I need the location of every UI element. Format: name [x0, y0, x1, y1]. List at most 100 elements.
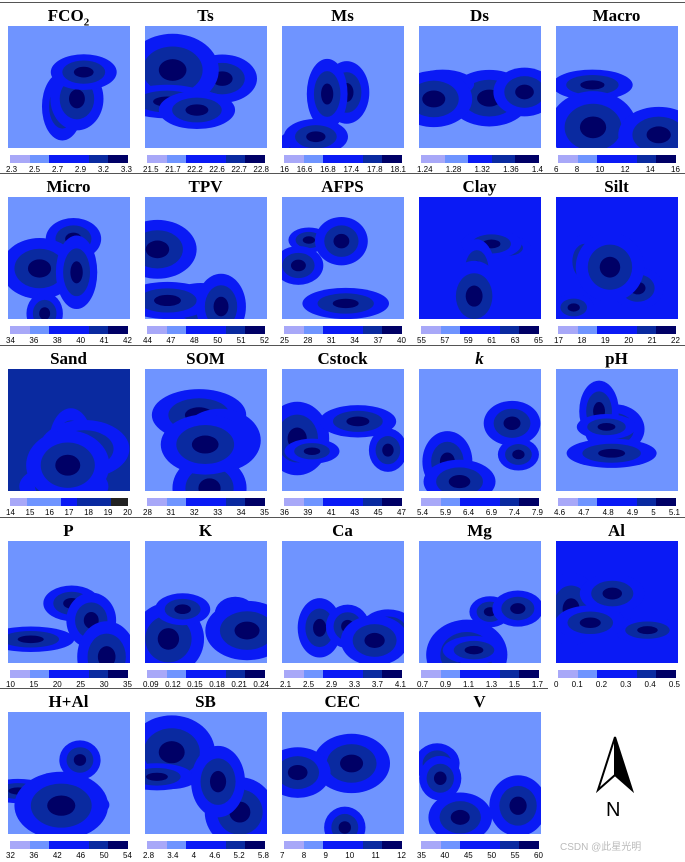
scale-tick-label: 3.3	[120, 165, 132, 174]
panel-title: P	[0, 521, 137, 541]
contour-zone	[599, 256, 621, 278]
scale-swatch	[343, 498, 363, 506]
scale-tick-label: 44	[143, 336, 152, 345]
scale-tick-label: 65	[534, 336, 543, 345]
scale-tick-label: 39	[303, 508, 313, 517]
scale-tick-label: 20	[123, 508, 132, 517]
scale-tick-label: 40	[397, 336, 406, 345]
scale-tick-label: 41	[99, 336, 109, 345]
contour-zone	[185, 104, 209, 116]
scale-tick-label: 35	[417, 851, 426, 860]
scale-labels: 2.8 3.4 4 4.6 5.2 5.8	[143, 851, 269, 860]
panel-title: Ts	[137, 6, 274, 26]
scale-tick-label: 5.4	[417, 508, 429, 517]
contour-zone	[70, 261, 83, 284]
scale-tick-label: 5.1	[668, 508, 680, 517]
scale-tick-label: 4.6	[554, 508, 566, 517]
panel-title: Macro	[548, 6, 685, 26]
scale-swatch	[245, 326, 266, 334]
scale-swatch	[43, 498, 61, 506]
scale-tick-label: 0.4	[644, 680, 656, 689]
title-text: TPV	[188, 177, 223, 196]
panel-title: Ms	[274, 6, 411, 26]
scale-swatch	[577, 326, 598, 334]
scale-labels: 36 39 41 43 45 47	[280, 508, 406, 517]
scale-tick-label: 40	[440, 851, 450, 860]
interpolated-map	[282, 369, 404, 491]
title-text: CEC	[324, 692, 361, 711]
panel-title: TPV	[137, 177, 274, 197]
scale-swatch	[499, 841, 520, 849]
scale-labels: 2.1 2.5 2.9 3.3 3.7 4.1	[280, 680, 406, 689]
map-panel: AFPS 25 28 31 34 37 40	[274, 175, 411, 347]
panel-title: Al	[548, 521, 685, 541]
scale-swatch	[636, 326, 657, 334]
scale-tick-label: 0.5	[668, 680, 680, 689]
contour-zone	[597, 423, 616, 431]
scale-swatch	[88, 326, 109, 334]
interpolated-map	[282, 712, 404, 834]
title-subscript: 2	[83, 16, 90, 29]
contour-zone	[321, 83, 334, 105]
scale-tick-label: 21	[647, 336, 657, 345]
contour-zone	[382, 443, 394, 457]
scale-swatch	[245, 155, 266, 163]
color-scale-bar	[421, 498, 540, 506]
contour-zone	[637, 626, 658, 635]
scale-tick-label: 18	[577, 336, 587, 345]
scale-tick-label: 16	[671, 165, 680, 174]
north-arrow-icon: N	[590, 735, 640, 825]
divider	[0, 345, 685, 346]
scale-swatch	[186, 841, 207, 849]
contour-zone	[68, 89, 85, 109]
contour-zone	[39, 307, 51, 319]
contour-zone	[464, 645, 484, 655]
color-scale-bar	[10, 498, 129, 506]
color-scale-bar	[10, 155, 129, 163]
scale-swatch	[468, 155, 492, 163]
scale-labels: 10 15 20 25 30 35	[6, 680, 132, 689]
scale-swatch	[29, 670, 50, 678]
contour-zone	[602, 587, 623, 600]
scale-labels: 0.09 0.12 0.15 0.18 0.21 0.24	[143, 680, 269, 689]
scale-swatch	[460, 841, 481, 849]
title-text: Micro	[46, 177, 91, 196]
scale-swatch	[186, 670, 207, 678]
scale-swatch	[558, 326, 578, 334]
map-panel: pH 4.6 4.7 4.8 4.9 5 5.1	[548, 347, 685, 519]
contour-zone	[55, 454, 81, 476]
contour-zone	[422, 90, 446, 108]
scale-tick-label: 50	[487, 851, 497, 860]
map-panel: Ts 21.5 21.7 22.2 22.6 22.7 22.8	[137, 4, 274, 176]
scale-swatch	[49, 841, 70, 849]
scale-tick-label: 6.4	[462, 508, 475, 517]
scale-tick-label: 7	[280, 851, 285, 860]
map-panel: Mg 0.7 0.9 1.1 1.3 1.5 1.7	[411, 519, 548, 691]
contour-zone	[154, 294, 181, 307]
scale-tick-label: 50	[213, 336, 223, 345]
scale-swatch	[460, 670, 481, 678]
scale-swatch	[88, 841, 109, 849]
scale-tick-label: 47	[397, 508, 406, 517]
contour-zone	[97, 646, 116, 663]
color-scale-bar	[558, 326, 677, 334]
map-panel: H+Al 32 36 42 46 50 54	[0, 690, 137, 862]
color-scale-bar	[284, 498, 403, 506]
color-scale-bar	[284, 670, 403, 678]
scale-swatch	[499, 498, 520, 506]
scale-tick-label: 34	[236, 508, 246, 517]
scale-swatch	[303, 670, 324, 678]
interpolated-map	[419, 541, 541, 663]
scale-tick-label: 2.5	[302, 680, 315, 689]
scale-labels: 28 31 32 33 34 35	[143, 508, 269, 517]
scale-swatch	[69, 326, 89, 334]
scale-swatch	[108, 155, 129, 163]
scale-tick-label: 30	[99, 680, 109, 689]
contour-zone	[306, 131, 326, 143]
scale-swatch	[444, 155, 469, 163]
scale-swatch	[49, 326, 70, 334]
contour-zone	[47, 795, 76, 816]
scale-tick-label: 41	[326, 508, 336, 517]
interpolated-map	[419, 26, 541, 148]
scale-swatch	[597, 498, 618, 506]
